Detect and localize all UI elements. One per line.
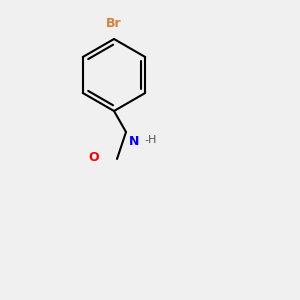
Text: -H: -H xyxy=(144,135,156,145)
Text: Br: Br xyxy=(106,17,122,30)
Text: O: O xyxy=(88,151,99,164)
Text: N: N xyxy=(129,135,140,148)
